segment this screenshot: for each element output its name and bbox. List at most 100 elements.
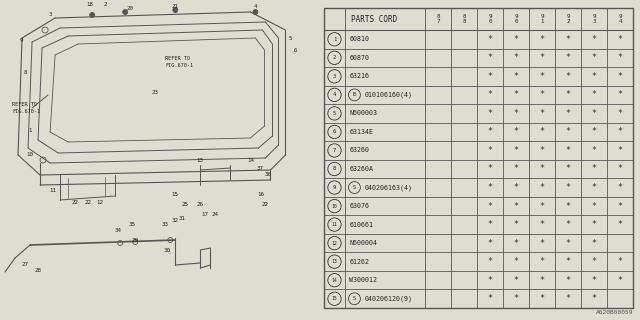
Text: 24: 24 [212, 212, 219, 218]
Text: *: * [618, 109, 623, 118]
Text: *: * [514, 294, 518, 303]
Text: 60870: 60870 [349, 55, 369, 61]
Text: 16: 16 [257, 193, 264, 197]
Text: 9
0: 9 0 [488, 14, 492, 24]
Text: 9
2: 9 2 [566, 14, 570, 24]
Text: 22: 22 [72, 199, 79, 204]
Text: *: * [566, 164, 571, 173]
Text: 11: 11 [332, 222, 337, 227]
Text: *: * [540, 127, 545, 136]
Text: *: * [514, 53, 518, 62]
Text: 1: 1 [28, 127, 32, 132]
Text: 610661: 610661 [349, 222, 374, 228]
Text: *: * [591, 220, 596, 229]
Text: 5: 5 [289, 36, 292, 41]
Text: *: * [618, 35, 623, 44]
Text: 12: 12 [97, 199, 104, 204]
Text: 9
0: 9 0 [515, 14, 518, 24]
Text: *: * [514, 202, 518, 211]
Text: 040206120(9): 040206120(9) [364, 295, 412, 302]
Text: 20: 20 [127, 5, 134, 11]
Text: *: * [488, 146, 493, 155]
Text: REFER TO
FIG.670-1: REFER TO FIG.670-1 [12, 102, 40, 114]
Text: *: * [566, 90, 571, 100]
Text: *: * [514, 35, 518, 44]
Text: *: * [566, 220, 571, 229]
Text: 29: 29 [132, 237, 139, 243]
Text: 5: 5 [333, 111, 336, 116]
Text: 13: 13 [197, 157, 204, 163]
Text: S: S [353, 185, 356, 190]
Text: 22: 22 [84, 199, 92, 204]
Text: 34: 34 [115, 228, 122, 233]
Text: *: * [618, 90, 623, 100]
Text: *: * [591, 183, 596, 192]
Text: 7: 7 [333, 148, 336, 153]
Text: *: * [591, 276, 596, 285]
Text: 3: 3 [49, 12, 52, 18]
Text: *: * [591, 257, 596, 266]
Text: 6: 6 [333, 129, 336, 134]
Text: 14: 14 [332, 278, 337, 283]
Text: *: * [566, 35, 571, 44]
Text: 33: 33 [162, 222, 169, 228]
Text: A620B00059: A620B00059 [595, 310, 633, 315]
Text: *: * [591, 202, 596, 211]
Text: 36: 36 [265, 172, 272, 177]
Text: *: * [566, 72, 571, 81]
Text: *: * [540, 239, 545, 248]
Text: *: * [488, 294, 493, 303]
Text: *: * [540, 202, 545, 211]
Text: 9
1: 9 1 [540, 14, 544, 24]
Text: *: * [514, 164, 518, 173]
Text: 25: 25 [182, 203, 189, 207]
Text: *: * [540, 294, 545, 303]
Text: *: * [540, 146, 545, 155]
Text: *: * [618, 220, 623, 229]
Text: 4: 4 [253, 4, 257, 10]
Text: *: * [540, 220, 545, 229]
Text: 14: 14 [247, 157, 254, 163]
Text: 8: 8 [333, 166, 336, 172]
Text: *: * [540, 164, 545, 173]
Text: *: * [566, 183, 571, 192]
Text: 21: 21 [172, 4, 179, 10]
Text: N600004: N600004 [349, 240, 378, 246]
Text: *: * [488, 276, 493, 285]
Text: N600003: N600003 [349, 110, 378, 116]
Text: 9: 9 [333, 185, 336, 190]
Text: 9: 9 [19, 37, 23, 43]
Text: 15: 15 [172, 193, 179, 197]
Text: 60810: 60810 [349, 36, 369, 42]
Text: *: * [514, 90, 518, 100]
Text: *: * [488, 35, 493, 44]
Text: 27: 27 [22, 262, 29, 268]
Text: 63260A: 63260A [349, 166, 374, 172]
Text: *: * [618, 53, 623, 62]
Text: 11: 11 [49, 188, 56, 193]
Text: 10: 10 [332, 204, 337, 209]
Text: *: * [488, 239, 493, 248]
Text: 6: 6 [294, 47, 297, 52]
Text: 61262: 61262 [349, 259, 369, 265]
Text: 63076: 63076 [349, 203, 369, 209]
Text: 63216: 63216 [349, 73, 369, 79]
Text: *: * [566, 202, 571, 211]
Text: 010106160(4): 010106160(4) [364, 92, 412, 98]
Text: 13: 13 [332, 259, 337, 264]
Text: 18: 18 [86, 3, 93, 7]
Text: REFER TO
FIG.670-1: REFER TO FIG.670-1 [165, 56, 193, 68]
Text: 31: 31 [179, 215, 186, 220]
Text: 15: 15 [332, 296, 337, 301]
Text: *: * [591, 146, 596, 155]
Text: *: * [514, 109, 518, 118]
Text: B: B [353, 92, 356, 97]
Text: S: S [353, 296, 356, 301]
Text: *: * [488, 164, 493, 173]
Text: 32: 32 [172, 218, 179, 222]
Text: *: * [540, 53, 545, 62]
Text: *: * [591, 109, 596, 118]
Circle shape [123, 10, 128, 14]
Circle shape [90, 12, 95, 18]
Text: 30: 30 [164, 247, 171, 252]
